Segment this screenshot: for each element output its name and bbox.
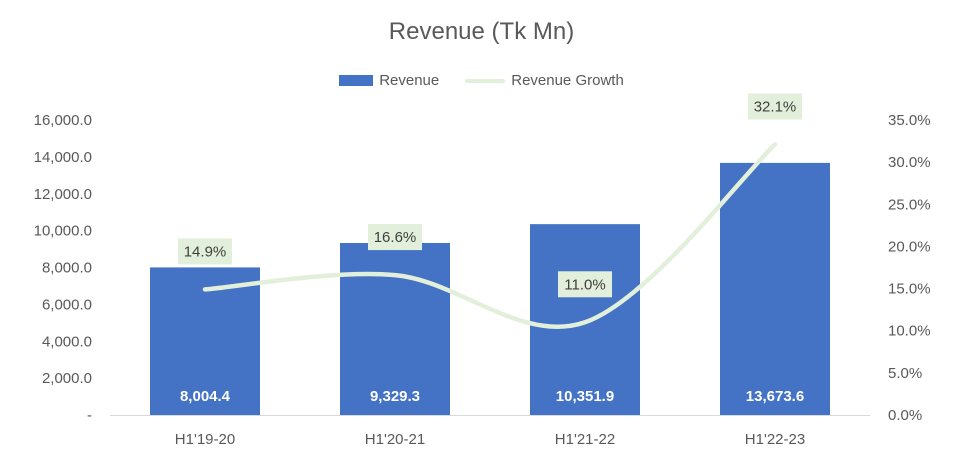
y-left-tick-label: - bbox=[87, 407, 92, 424]
legend-label-revenue: Revenue bbox=[379, 72, 440, 89]
legend-label-revenue-growth: Revenue Growth bbox=[511, 72, 624, 89]
y-right-tick-label: 15.0% bbox=[888, 281, 931, 298]
legend: Revenue Revenue Growth bbox=[0, 72, 963, 89]
y-right-tick-label: 20.0% bbox=[888, 238, 931, 255]
y-left-tick-label: 16,000.0 bbox=[34, 112, 92, 129]
chart-title: Revenue (Tk Mn) bbox=[388, 18, 575, 45]
y-right-tick-label: 35.0% bbox=[888, 112, 931, 129]
y-left-tick-label: 8,000.0 bbox=[42, 260, 92, 277]
revenue-growth-label-box bbox=[368, 224, 422, 251]
y-left-tick-label: 14,000.0 bbox=[34, 149, 92, 166]
revenue-growth-label: 16.6% bbox=[374, 229, 417, 246]
y-left-tick-label: 6,000.0 bbox=[42, 296, 92, 313]
revenue-bar-label: 9,329.3 bbox=[370, 388, 420, 405]
legend-entry-revenue-growth: Revenue Growth bbox=[465, 72, 624, 89]
revenue-growth-label: 14.9% bbox=[184, 243, 227, 260]
y-left-tick-label: 10,000.0 bbox=[34, 223, 92, 240]
x-tick-label: H1'22-23 bbox=[745, 431, 805, 448]
revenue-growth-label-box bbox=[748, 93, 802, 120]
y-right-tick-label: 30.0% bbox=[888, 154, 931, 171]
revenue-bar-label: 10,351.9 bbox=[556, 388, 614, 405]
y-right-tick-label: 10.0% bbox=[888, 323, 931, 340]
revenue-bar bbox=[530, 224, 640, 415]
x-tick-label: H1'20-21 bbox=[365, 431, 425, 448]
revenue-growth-line bbox=[202, 142, 778, 330]
legend-swatch-revenue bbox=[339, 75, 374, 86]
revenue-growth-label: 32.1% bbox=[754, 98, 797, 115]
y-left-tick-label: 12,000.0 bbox=[34, 186, 92, 203]
legend-swatch-revenue-growth bbox=[465, 78, 506, 83]
y-right-tick-label: 5.0% bbox=[888, 365, 922, 382]
legend-entry-revenue: Revenue bbox=[339, 72, 439, 89]
y-right-tick-label: 0.0% bbox=[888, 407, 922, 424]
y-right-tick-label: 25.0% bbox=[888, 196, 931, 213]
y-left-tick-label: 2,000.0 bbox=[42, 370, 92, 387]
revenue-growth-label-box bbox=[178, 238, 232, 265]
revenue-growth-label: 11.0% bbox=[564, 276, 605, 293]
x-tick-label: H1'21-22 bbox=[555, 431, 615, 448]
revenue-growth-label-box bbox=[558, 271, 612, 298]
revenue-bar bbox=[150, 267, 260, 415]
revenue-bar bbox=[720, 162, 830, 415]
revenue-bar bbox=[340, 242, 450, 415]
x-tick-label: H1'19-20 bbox=[175, 431, 235, 448]
revenue-bar-label: 13,673.6 bbox=[746, 388, 804, 405]
revenue-bar-label: 8,004.4 bbox=[180, 388, 231, 405]
y-left-tick-label: 4,000.0 bbox=[42, 333, 92, 350]
